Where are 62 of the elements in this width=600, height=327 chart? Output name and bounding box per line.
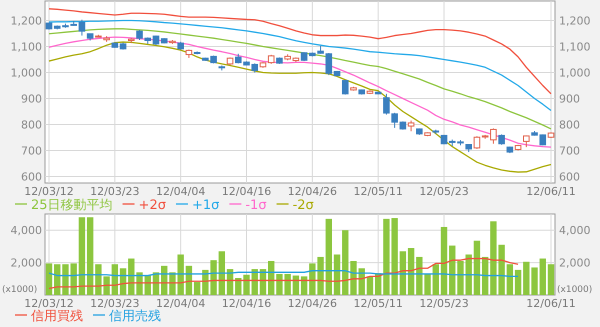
bar	[235, 278, 242, 295]
legend-label: -2σ	[292, 198, 314, 213]
line-series	[48, 258, 519, 290]
y2-tick-label: 600	[559, 170, 580, 184]
x-tick-label: 12/04/26	[288, 297, 338, 310]
y-tick-label: 1,100	[10, 40, 42, 54]
bar	[548, 264, 554, 295]
x-tick-label: 12/05/11	[353, 297, 403, 310]
x-tick-label: 12/04/26	[288, 185, 338, 198]
text: (x1000)	[2, 285, 38, 295]
bar	[46, 263, 52, 295]
y2-tick-label: 1,100	[559, 40, 590, 54]
x-tick-label: 12/05/23	[419, 297, 469, 310]
bar	[144, 276, 151, 295]
legend-label: -1σ	[245, 198, 267, 213]
candlestick	[383, 93, 390, 116]
y-tick-label: 900	[21, 92, 42, 106]
legend-label: 信用買残	[31, 309, 83, 324]
y2-tick-label: 1,000	[559, 66, 590, 80]
x-tick-label: 12/05/11	[353, 185, 403, 198]
y2-tick-label: 1,200	[559, 14, 590, 28]
y2-tick-label: 700	[559, 144, 580, 158]
x-tick-label: 12/04/04	[156, 185, 206, 198]
x-tick-label: 12/03/12	[24, 185, 74, 198]
x-tick-label: 12/04/16	[222, 185, 272, 198]
legend-label: 25日移動平均	[31, 198, 113, 213]
y-tick-label: 1,200	[10, 14, 42, 28]
legend-label: 信用売残	[109, 309, 161, 324]
x-tick-label: 12/03/12	[24, 297, 74, 310]
y2-tick-label: 2,000	[559, 256, 590, 270]
candlestick	[474, 136, 480, 150]
bar	[457, 260, 464, 295]
x-tick-label: 12/03/23	[90, 185, 140, 198]
legend-label: +1σ	[192, 198, 220, 213]
bar	[449, 246, 456, 295]
y-tick-label: 800	[21, 118, 42, 132]
candlestick	[408, 120, 414, 132]
x-tick-label: 12/03/23	[90, 297, 140, 310]
x-tick-label: 12/04/04	[156, 297, 206, 310]
y2-tick-label: 800	[559, 118, 580, 132]
text: (x1000)	[557, 285, 592, 295]
y2-tick-label: 900	[559, 92, 580, 106]
x-tick-label: 12/06/11	[526, 297, 576, 310]
y-tick-label: 1,000	[10, 66, 42, 80]
bar	[342, 230, 348, 295]
line-series	[48, 8, 552, 94]
bar	[54, 264, 60, 295]
bar	[252, 269, 258, 295]
legend-label: +2σ	[138, 198, 166, 213]
y2-tick-label: 4,000	[559, 224, 590, 238]
bar	[540, 258, 546, 295]
x-tick-label: 12/06/11	[526, 185, 576, 198]
bar	[440, 226, 448, 295]
y-tick-label: 4,000	[10, 224, 42, 238]
y-tick-label: 2,000	[10, 256, 42, 270]
y-tick-label: 600	[21, 170, 42, 184]
line-series	[48, 20, 552, 112]
candlestick	[498, 134, 505, 146]
x-tick-label: 12/05/23	[419, 185, 469, 198]
y-tick-label: 700	[21, 144, 42, 158]
bar	[531, 267, 538, 295]
x-tick-label: 12/04/16	[222, 297, 272, 310]
